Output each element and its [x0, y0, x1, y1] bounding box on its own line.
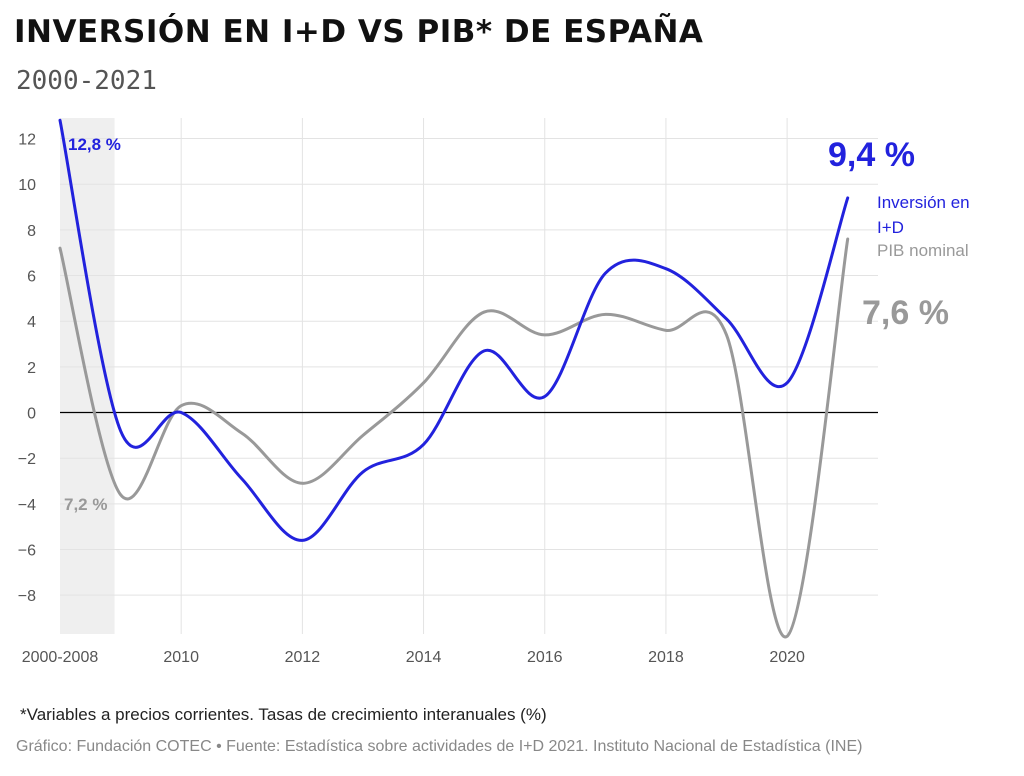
gdp-legend-label: PIB nominal [877, 241, 969, 260]
rd-start-label: 12,8 % [68, 135, 121, 154]
y-tick-label: −6 [18, 543, 36, 560]
gdp-nominal-line [58, 237, 850, 639]
gdp-end-label: 7,6 % [862, 294, 949, 332]
gridlines [60, 118, 878, 634]
rd-end-label: 9,4 % [828, 136, 915, 174]
y-tick-label: 8 [27, 223, 36, 240]
y-tick-label: −2 [18, 451, 36, 468]
series-labels: 12,8 % 7,2 % 9,4 % 7,6 % Inversión en I+D PIB … [64, 135, 970, 514]
y-tick-label: 10 [18, 177, 36, 194]
y-tick-label: 6 [27, 269, 36, 286]
y-tick-label: 12 [18, 132, 36, 149]
y-tick-label: −8 [18, 588, 36, 605]
chart-title: INVERSIÓN EN I+D VS PIB* DE ESPAÑA [14, 14, 704, 50]
series-lines [58, 118, 850, 639]
gdp-start-label: 7,2 % [64, 495, 107, 514]
x-tick-label: 2010 [163, 649, 199, 666]
x-tick-label: 2020 [769, 649, 805, 666]
footnote: *Variables a precios corrientes. Tasas d… [20, 705, 547, 724]
rd-investment-line [58, 118, 850, 542]
x-tick-label: 2014 [406, 649, 442, 666]
x-tick-label: 2012 [285, 649, 321, 666]
rd-legend-label: Inversión en [877, 193, 970, 212]
chart-subtitle: 2000-2021 [16, 66, 157, 96]
source-credit: Gráfico: Fundación COTEC • Fuente: Estad… [16, 738, 863, 755]
y-tick-label: 2 [27, 360, 36, 377]
y-tick-label: 4 [27, 314, 36, 331]
rd-legend-label: I+D [877, 218, 904, 237]
x-tick-label: 2018 [648, 649, 684, 666]
x-tick-label: 2016 [527, 649, 563, 666]
x-axis-ticks: 2000-2008 2010 2012 2014 2016 2018 2020 [22, 649, 805, 666]
x-tick-label: 2000-2008 [22, 649, 99, 666]
y-axis-ticks: 12 10 8 6 4 2 0 −2 −4 −6 −8 [18, 132, 36, 606]
y-tick-label: −4 [18, 497, 36, 514]
y-tick-label: 0 [27, 406, 36, 423]
